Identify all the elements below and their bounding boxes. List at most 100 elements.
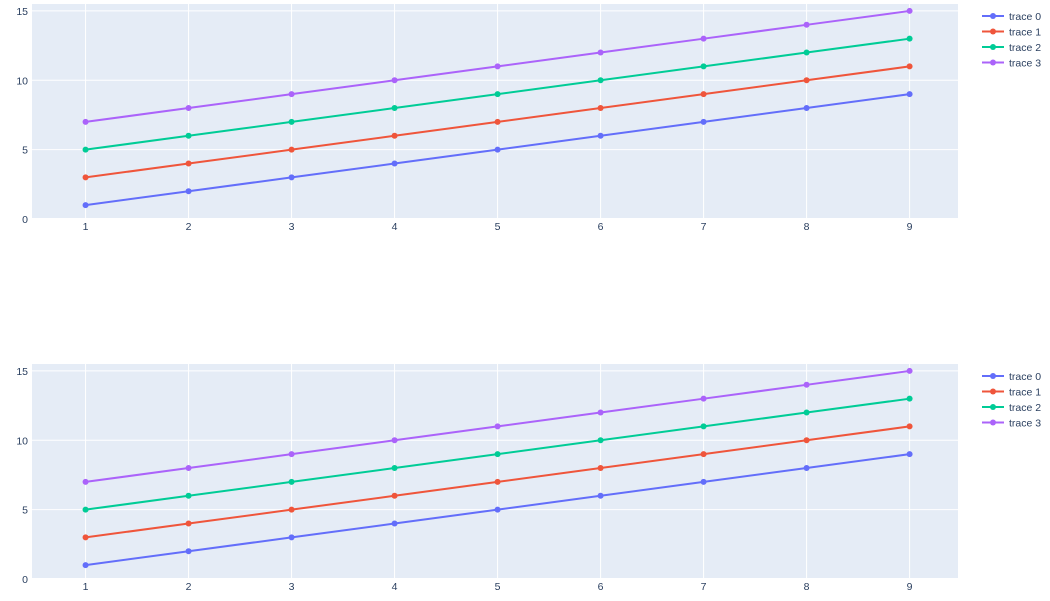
data-point-trace-3[interactable] xyxy=(803,21,810,28)
legend-item-trace-1[interactable]: trace 1 xyxy=(982,387,1041,399)
data-point-trace-3[interactable] xyxy=(700,35,707,42)
data-point-trace-1[interactable] xyxy=(906,63,913,70)
y-tick-label: 10 xyxy=(16,435,28,447)
data-point-trace-1[interactable] xyxy=(391,132,398,139)
data-point-trace-0[interactable] xyxy=(700,118,707,125)
legend-item-trace-3[interactable]: trace 3 xyxy=(982,418,1041,430)
data-point-trace-0[interactable] xyxy=(803,105,810,112)
data-point-trace-2[interactable] xyxy=(906,395,913,402)
data-point-trace-2[interactable] xyxy=(700,63,707,70)
data-point-trace-3[interactable] xyxy=(391,77,398,84)
data-point-trace-3[interactable] xyxy=(803,381,810,388)
data-point-trace-3[interactable] xyxy=(391,437,398,444)
data-point-trace-0[interactable] xyxy=(82,562,89,569)
data-point-trace-2[interactable] xyxy=(803,49,810,56)
data-point-trace-2[interactable] xyxy=(391,105,398,112)
legend-label: trace 3 xyxy=(1009,418,1041,430)
data-point-trace-2[interactable] xyxy=(185,492,192,499)
x-tick-label: 5 xyxy=(495,221,501,233)
data-point-trace-0[interactable] xyxy=(803,465,810,472)
data-point-trace-2[interactable] xyxy=(185,132,192,139)
data-point-trace-2[interactable] xyxy=(494,91,501,98)
legend-item-trace-1[interactable]: trace 1 xyxy=(982,27,1041,39)
data-point-trace-1[interactable] xyxy=(494,118,501,125)
data-point-trace-1[interactable] xyxy=(185,160,192,167)
data-point-trace-1[interactable] xyxy=(82,534,89,541)
legend-label: trace 2 xyxy=(1009,42,1041,54)
subplot-bottom: 1 2 3 4 5 6 7 8 9 0 5 10 15 trace 0 trace 1 trace 2 trac… xyxy=(16,364,1041,593)
data-point-trace-3[interactable] xyxy=(597,409,604,416)
data-point-trace-1[interactable] xyxy=(803,77,810,84)
data-point-trace-3[interactable] xyxy=(185,105,192,112)
data-point-trace-1[interactable] xyxy=(391,492,398,499)
y-tick-label: 0 xyxy=(22,214,28,226)
legend-label: trace 3 xyxy=(1009,58,1041,70)
data-point-trace-3[interactable] xyxy=(597,49,604,56)
data-point-trace-0[interactable] xyxy=(185,188,192,195)
x-tick-label: 3 xyxy=(289,581,295,593)
data-point-trace-2[interactable] xyxy=(803,409,810,416)
data-point-trace-0[interactable] xyxy=(906,451,913,458)
data-point-trace-0[interactable] xyxy=(391,520,398,527)
data-point-trace-0[interactable] xyxy=(700,478,707,485)
data-point-trace-0[interactable] xyxy=(597,132,604,139)
plot-area xyxy=(32,364,958,579)
data-point-trace-1[interactable] xyxy=(597,465,604,472)
data-point-trace-0[interactable] xyxy=(597,492,604,499)
data-point-trace-2[interactable] xyxy=(906,35,913,42)
data-point-trace-3[interactable] xyxy=(82,118,89,125)
data-point-trace-1[interactable] xyxy=(494,478,501,485)
data-point-trace-2[interactable] xyxy=(700,423,707,430)
data-point-trace-2[interactable] xyxy=(597,437,604,444)
y-tick-label: 5 xyxy=(22,145,28,157)
x-tick-label: 1 xyxy=(83,221,89,233)
x-tick-label: 7 xyxy=(701,221,707,233)
data-point-trace-3[interactable] xyxy=(494,63,501,70)
data-point-trace-2[interactable] xyxy=(288,478,295,485)
data-point-trace-1[interactable] xyxy=(906,423,913,430)
data-point-trace-0[interactable] xyxy=(288,534,295,541)
x-tick-label: 4 xyxy=(392,581,398,593)
data-point-trace-1[interactable] xyxy=(597,105,604,112)
data-point-trace-3[interactable] xyxy=(82,478,89,485)
data-point-trace-0[interactable] xyxy=(288,174,295,181)
data-point-trace-1[interactable] xyxy=(82,174,89,181)
data-point-trace-2[interactable] xyxy=(288,118,295,125)
data-point-trace-3[interactable] xyxy=(700,395,707,402)
data-point-trace-3[interactable] xyxy=(906,367,913,374)
data-point-trace-3[interactable] xyxy=(288,91,295,98)
data-point-trace-0[interactable] xyxy=(391,160,398,167)
data-point-trace-2[interactable] xyxy=(82,146,89,153)
data-point-trace-1[interactable] xyxy=(185,520,192,527)
data-point-trace-1[interactable] xyxy=(700,451,707,458)
x-tick-label: 3 xyxy=(289,221,295,233)
data-point-trace-0[interactable] xyxy=(185,548,192,555)
data-point-trace-1[interactable] xyxy=(700,91,707,98)
legend-label: trace 1 xyxy=(1009,27,1041,39)
data-point-trace-3[interactable] xyxy=(185,465,192,472)
data-point-trace-3[interactable] xyxy=(494,423,501,430)
data-point-trace-2[interactable] xyxy=(494,451,501,458)
data-point-trace-3[interactable] xyxy=(906,7,913,14)
y-tick-label: 10 xyxy=(16,75,28,87)
data-point-trace-2[interactable] xyxy=(597,77,604,84)
legend-item-trace-2[interactable]: trace 2 xyxy=(982,402,1041,414)
data-point-trace-2[interactable] xyxy=(391,465,398,472)
legend-item-trace-2[interactable]: trace 2 xyxy=(982,42,1041,54)
legend-swatch-marker xyxy=(990,388,996,395)
data-point-trace-2[interactable] xyxy=(82,506,89,513)
data-point-trace-3[interactable] xyxy=(288,451,295,458)
data-point-trace-0[interactable] xyxy=(494,146,501,153)
data-point-trace-0[interactable] xyxy=(82,202,89,209)
x-tick-label: 6 xyxy=(598,581,604,593)
data-point-trace-1[interactable] xyxy=(288,146,295,153)
data-point-trace-1[interactable] xyxy=(288,506,295,513)
data-point-trace-0[interactable] xyxy=(906,91,913,98)
data-point-trace-1[interactable] xyxy=(803,437,810,444)
legend-item-trace-0[interactable]: trace 0 xyxy=(982,11,1041,23)
data-point-trace-0[interactable] xyxy=(494,506,501,513)
legend-label: trace 2 xyxy=(1009,402,1041,414)
legend-item-trace-3[interactable]: trace 3 xyxy=(982,58,1041,70)
legend-item-trace-0[interactable]: trace 0 xyxy=(982,371,1041,383)
